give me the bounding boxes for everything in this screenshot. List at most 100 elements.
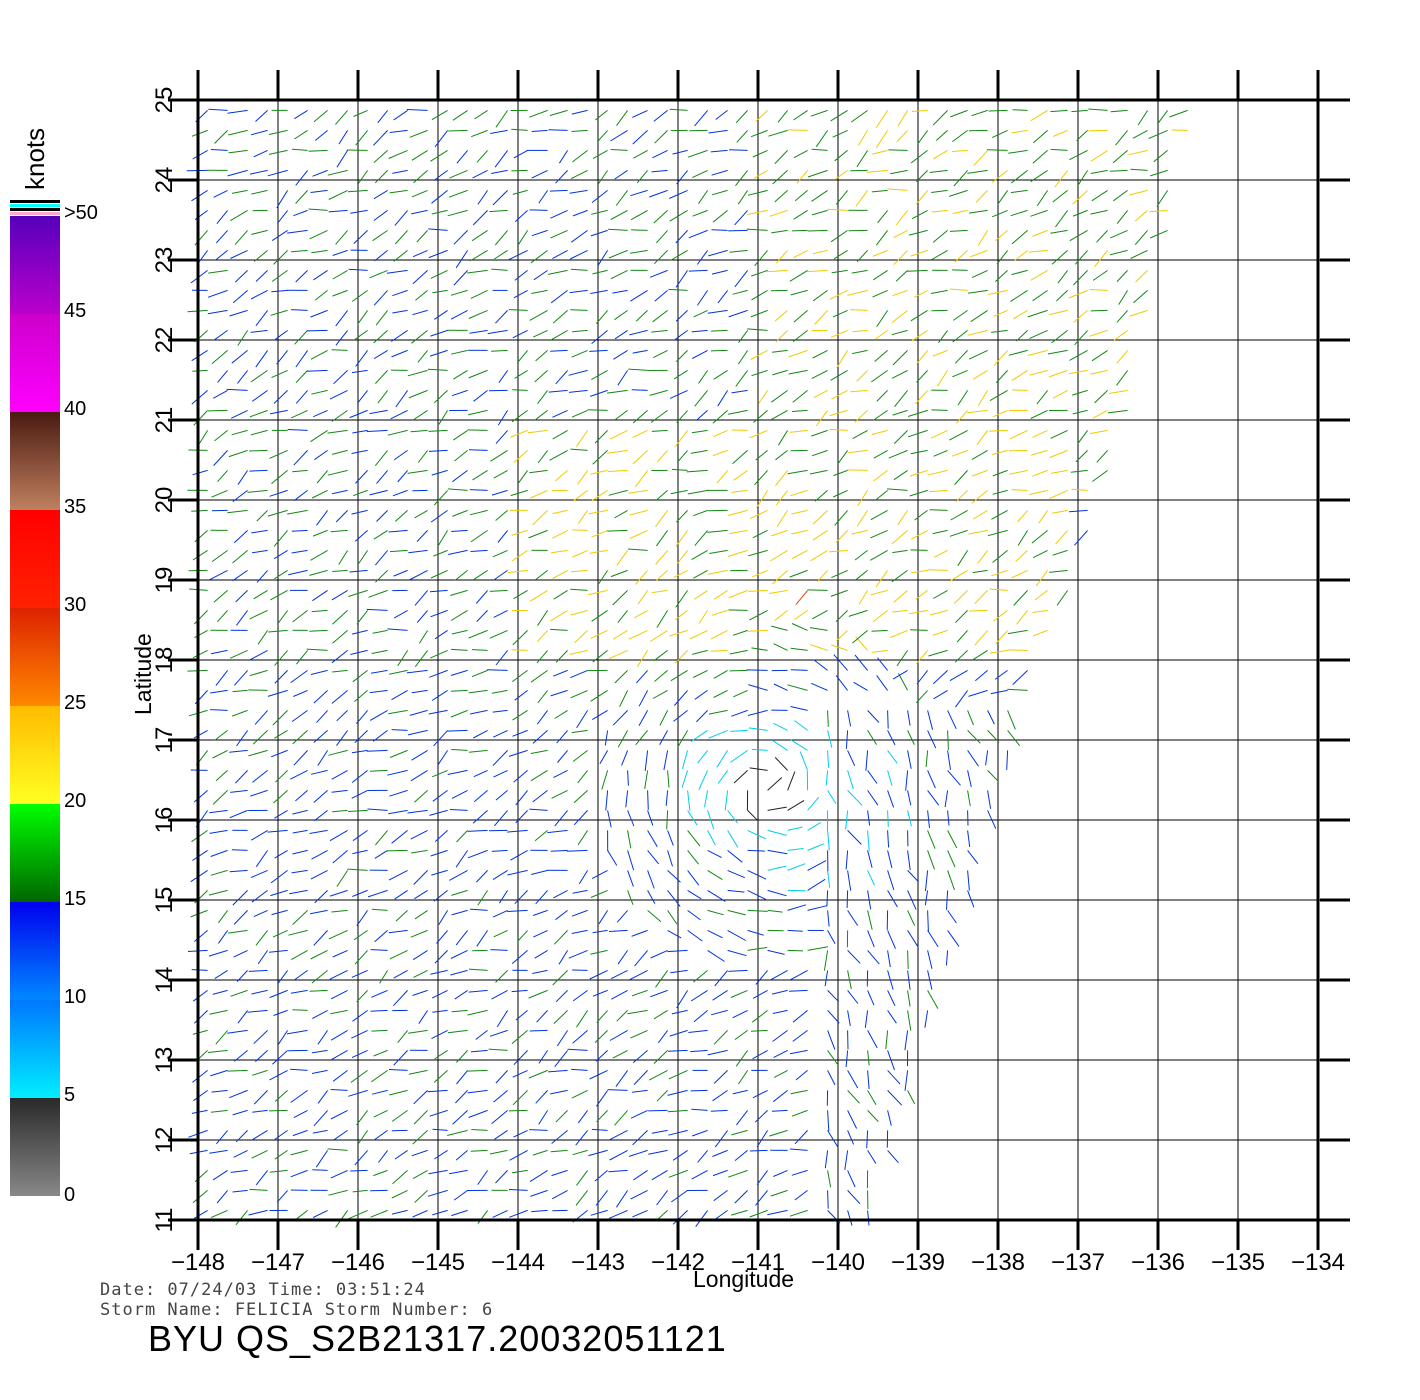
wind-vector <box>1069 509 1088 513</box>
wind-vector <box>848 449 868 454</box>
wind-vector <box>253 250 268 262</box>
wind-vector <box>331 489 348 495</box>
wind-vector <box>827 208 848 211</box>
wind-vector <box>468 749 488 753</box>
wind-vector <box>750 309 768 318</box>
wind-vector <box>434 629 448 640</box>
wind-vector <box>789 569 808 578</box>
wind-vector <box>707 889 726 902</box>
wind-vector <box>389 789 408 797</box>
wind-vector <box>529 808 548 811</box>
wind-vector <box>676 990 689 1009</box>
wind-vector <box>893 430 908 444</box>
wind-vector <box>549 449 568 461</box>
wind-vector <box>429 349 448 357</box>
wind-vector <box>909 609 928 615</box>
wind-vector <box>751 1010 768 1023</box>
wind-vector <box>629 509 648 516</box>
wind-vector <box>972 569 988 574</box>
wind-vector <box>514 369 528 379</box>
wind-vector <box>469 249 488 262</box>
wind-vector <box>824 970 829 987</box>
wind-vector <box>737 190 749 205</box>
wind-vector <box>924 1010 929 1028</box>
wind-vector <box>728 589 748 599</box>
wind-vector <box>810 644 828 651</box>
wind-vector <box>493 1090 508 1103</box>
wind-vector <box>191 829 208 843</box>
wind-vector <box>276 350 288 365</box>
wind-vector <box>711 189 728 196</box>
wind-vector <box>431 190 448 204</box>
wind-vector <box>270 889 288 897</box>
wind-vector <box>414 790 428 803</box>
wind-vector <box>952 269 968 271</box>
wind-vector <box>292 469 308 473</box>
wind-vector <box>644 770 649 789</box>
wind-vector <box>807 878 826 891</box>
wind-vector <box>835 610 848 623</box>
wind-vector <box>236 730 249 747</box>
wind-vector <box>313 110 328 123</box>
wind-vector <box>992 449 1008 455</box>
wind-vector <box>824 1150 829 1169</box>
wind-vector <box>269 449 288 459</box>
wind-vector <box>1071 488 1088 491</box>
wind-vector <box>932 110 948 126</box>
wind-vector <box>310 429 328 443</box>
wind-vector <box>773 722 788 731</box>
wind-vector <box>369 489 388 496</box>
wind-vector <box>693 1010 708 1023</box>
wind-vector <box>925 870 929 892</box>
wind-vector <box>667 1089 688 1096</box>
wind-vector <box>932 209 948 213</box>
wind-vector <box>665 790 669 806</box>
wind-vector <box>612 1049 628 1059</box>
wind-vector <box>1030 449 1048 456</box>
wind-vector <box>450 669 468 676</box>
wind-vector <box>732 450 748 465</box>
wind-vector <box>1089 429 1108 435</box>
wind-vector <box>669 108 688 111</box>
wind-vector <box>968 289 988 294</box>
wind-vector <box>555 370 568 385</box>
wind-vector <box>749 1209 768 1218</box>
wind-vector <box>433 890 448 902</box>
wind-vector <box>1012 109 1028 111</box>
wind-vector <box>749 1149 768 1152</box>
wind-vector <box>692 349 708 359</box>
x-tick-label: −148 <box>171 1249 225 1276</box>
wind-vector <box>232 290 248 304</box>
wind-vector <box>456 830 468 843</box>
wind-vector <box>1072 190 1088 205</box>
wind-vector <box>496 1010 509 1028</box>
wind-vector <box>311 609 328 613</box>
wind-vector <box>288 569 308 576</box>
wind-vector <box>271 269 288 282</box>
wind-vector <box>927 950 933 969</box>
wind-vector <box>538 190 549 204</box>
wind-vector <box>530 669 548 683</box>
wind-vector <box>1052 389 1068 399</box>
wind-vector <box>349 409 368 419</box>
wind-vector <box>269 1169 288 1173</box>
wind-vector <box>927 910 929 932</box>
wind-vector <box>690 1049 708 1053</box>
wind-vector <box>351 369 368 374</box>
wind-vector <box>594 430 608 444</box>
wind-vector <box>907 810 912 827</box>
wind-vector <box>711 169 728 176</box>
wind-vector <box>929 609 948 616</box>
wind-vector <box>829 289 848 300</box>
wind-vector <box>427 1189 448 1197</box>
wind-vector <box>888 149 908 151</box>
wind-vector <box>707 830 716 846</box>
wind-vector <box>369 269 388 279</box>
wind-vector <box>767 777 783 791</box>
wind-vector <box>787 771 796 791</box>
wind-vector <box>791 409 808 412</box>
wind-vector <box>668 189 688 199</box>
wind-vector <box>767 806 787 811</box>
wind-vector <box>355 130 368 146</box>
wind-vector <box>927 730 937 749</box>
